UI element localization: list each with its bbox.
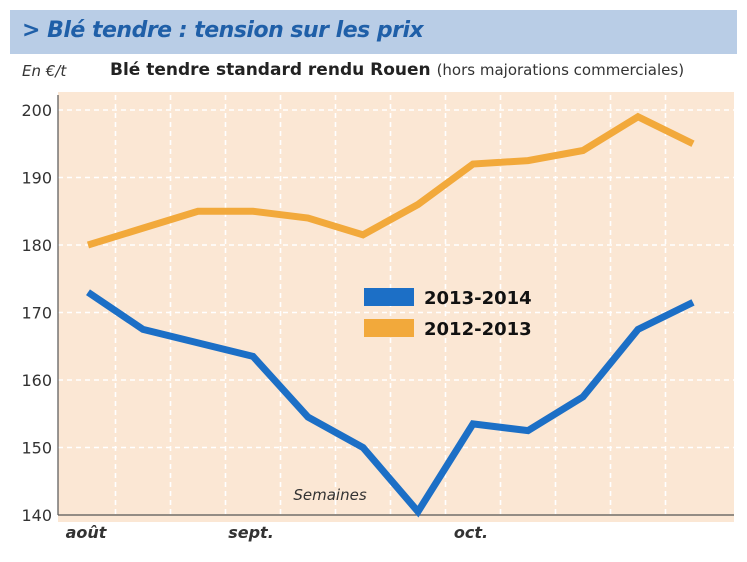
- x-month-label: août: [66, 523, 108, 542]
- series-line-2012-2013: [86, 112, 695, 249]
- title-banner: > Blé tendre : tension sur les prix: [10, 10, 737, 54]
- y-tick-label: 160: [21, 371, 52, 390]
- chart-title: Blé tendre standard rendu Rouen (hors ma…: [110, 60, 684, 80]
- y-tick-label: 200: [21, 101, 52, 120]
- chart-title-main: Blé tendre standard rendu Rouen: [110, 60, 431, 80]
- legend-label-2012-2013: 2012-2013: [424, 319, 532, 340]
- page-title: > Blé tendre : tension sur les prix: [22, 18, 424, 43]
- y-tick-label: 180: [21, 236, 52, 255]
- legend-swatch-2013-2014: [364, 288, 414, 306]
- y-tick-label: 190: [21, 169, 52, 188]
- series-line-2013-2014: [86, 289, 695, 518]
- x-month-label: sept.: [228, 523, 274, 542]
- legend-label-2013-2014: 2013-2014: [424, 288, 532, 309]
- y-axis-unit: En €/t: [22, 62, 67, 80]
- legend-swatch-2012-2013: [364, 319, 414, 337]
- y-tick-label: 140: [21, 506, 52, 525]
- chart-subtitle: (hors majorations commerciales): [436, 61, 685, 79]
- y-tick-label: 150: [21, 439, 52, 458]
- x-axis-label: Semaines: [293, 486, 366, 504]
- x-month-label: oct.: [454, 523, 488, 542]
- y-tick-label: 170: [21, 304, 52, 323]
